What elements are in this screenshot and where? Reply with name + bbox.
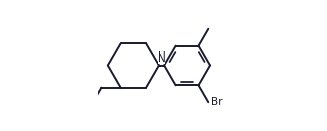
Text: Br: Br [211, 97, 223, 107]
Text: N: N [158, 54, 165, 64]
Text: H: H [158, 51, 165, 61]
